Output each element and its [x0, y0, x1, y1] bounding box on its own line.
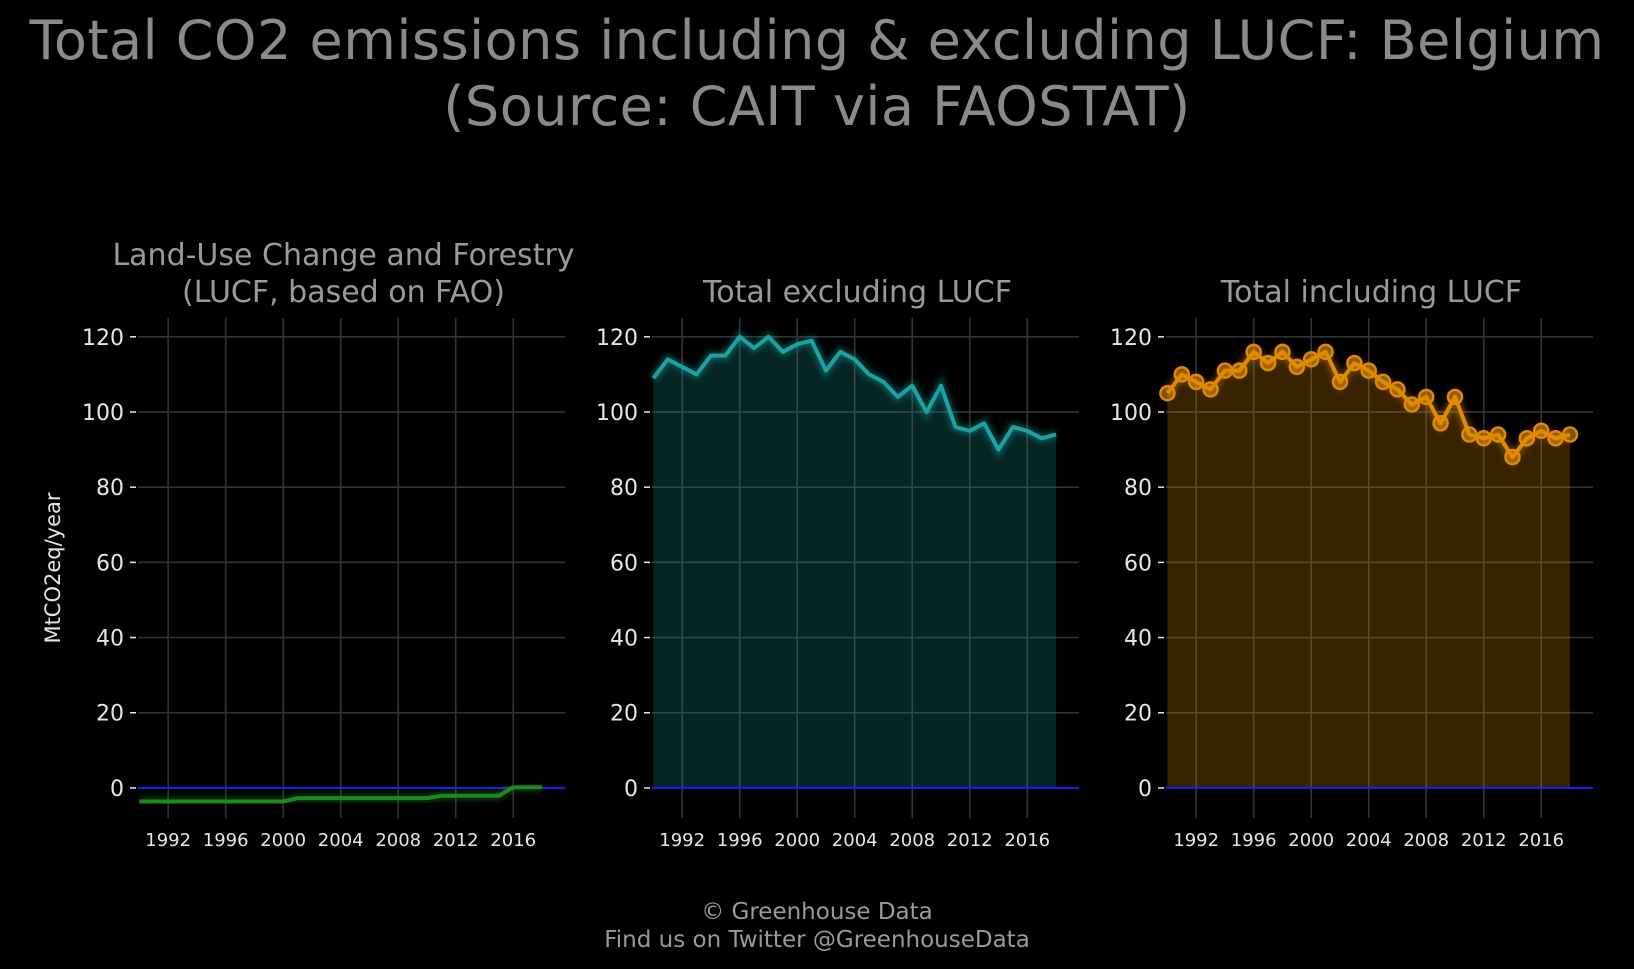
data-point — [1159, 384, 1176, 402]
data-point — [1187, 373, 1205, 391]
panel-title-line2: Total excluding LUCF — [702, 275, 1012, 310]
y-tick-label: 20 — [610, 702, 638, 727]
page-title: Total CO2 emissions including & excludin… — [0, 8, 1634, 140]
x-tick-label: 1992 — [145, 830, 191, 851]
x-tick-label: 2016 — [490, 830, 536, 851]
x-tick-label: 2004 — [318, 830, 364, 851]
chart-panel-2: Total excluding LUCF 0 20 40 60 80 100 120 1992 1… — [596, 275, 1079, 851]
y-axis-label: MtCO2eq/year — [41, 492, 65, 643]
data-point — [1504, 448, 1521, 466]
series-area — [1167, 351, 1570, 788]
y-tick-label: 120 — [596, 326, 638, 351]
data-point — [1331, 373, 1349, 391]
x-tick-label: 2016 — [1518, 830, 1564, 851]
x-tick-label: 2004 — [832, 830, 878, 851]
data-point — [1403, 396, 1421, 413]
page-title-line1: Total CO2 emissions including & excludin… — [29, 9, 1605, 72]
data-point — [1532, 422, 1550, 440]
data-point — [1489, 426, 1507, 443]
x-tick-label: 2008 — [889, 830, 935, 851]
y-tick-label: 20 — [1124, 702, 1152, 727]
y-tick-label: 0 — [624, 777, 638, 802]
y-tick-label: 100 — [82, 401, 124, 426]
x-tick-label: 2012 — [433, 830, 479, 851]
data-point — [1302, 351, 1320, 368]
y-tick-label: 100 — [1110, 401, 1152, 426]
x-tick-label: 1996 — [1231, 830, 1277, 851]
data-point — [1346, 354, 1363, 372]
y-tick-label: 60 — [610, 551, 638, 576]
data-point — [1475, 430, 1492, 447]
data-point — [1231, 362, 1248, 379]
x-tick-label: 2012 — [947, 830, 993, 851]
y-tick-label: 0 — [1138, 777, 1152, 802]
x-tick-label: 1996 — [717, 830, 763, 851]
data-point — [1374, 373, 1392, 391]
data-point — [1274, 343, 1291, 361]
data-point — [1446, 388, 1464, 406]
y-tick-label: 80 — [610, 476, 638, 501]
y-tick-label: 0 — [110, 777, 124, 802]
panel-title-line2: Total including LUCF — [1220, 275, 1522, 310]
y-tick-label: 80 — [1124, 476, 1152, 501]
y-tick-label: 80 — [96, 476, 124, 501]
data-point — [1461, 426, 1478, 443]
x-tick-label: 2000 — [1288, 830, 1334, 851]
data-point — [1288, 358, 1306, 376]
data-point — [1360, 362, 1377, 379]
series-line — [651, 334, 1057, 452]
footer: © Greenhouse Data Find us on Twitter @Gr… — [0, 898, 1634, 954]
y-tick-label: 100 — [596, 401, 638, 426]
chart-panel-1: Land-Use Change and Forestry(LUCF, based… — [41, 238, 575, 851]
series-area — [653, 336, 1056, 788]
series-line — [139, 785, 542, 804]
y-tick-label: 40 — [1124, 627, 1152, 652]
y-tick-label: 60 — [1124, 551, 1152, 576]
panel-title-line1: Land-Use Change and Forestry — [112, 238, 574, 273]
footer-twitter: Find us on Twitter @GreenhouseData — [604, 927, 1030, 953]
data-point — [1173, 366, 1191, 383]
footer-copyright: © Greenhouse Data — [701, 899, 933, 925]
x-tick-label: 2008 — [375, 830, 421, 851]
x-tick-label: 2004 — [1346, 830, 1392, 851]
chart-panel-3: Total including LUCF 0 20 40 60 80 100 120 1992 1… — [1110, 275, 1593, 851]
x-tick-label: 2012 — [1461, 830, 1507, 851]
data-point — [1432, 415, 1449, 432]
data-point — [1245, 343, 1262, 361]
x-tick-label: 2000 — [260, 830, 306, 851]
data-point — [1417, 388, 1435, 406]
y-tick-label: 120 — [82, 326, 124, 351]
x-tick-label: 1992 — [1173, 830, 1219, 851]
y-tick-label: 120 — [1110, 326, 1152, 351]
y-tick-label: 40 — [96, 627, 124, 652]
data-point — [1202, 381, 1219, 398]
x-tick-label: 2008 — [1403, 830, 1449, 851]
data-point — [1216, 362, 1234, 379]
x-tick-label: 2016 — [1004, 830, 1050, 851]
data-point — [1547, 430, 1564, 447]
y-tick-label: 60 — [96, 551, 124, 576]
x-tick-label: 1992 — [659, 830, 705, 851]
data-point — [1389, 381, 1406, 398]
data-point — [1317, 343, 1334, 361]
data-point — [1561, 426, 1579, 443]
x-tick-label: 2000 — [774, 830, 820, 851]
panel-title-line2: (LUCF, based on FAO) — [182, 275, 505, 310]
x-tick-label: 1996 — [203, 830, 249, 851]
page-title-line2: (Source: CAIT via FAOSTAT) — [443, 75, 1191, 138]
y-tick-label: 20 — [96, 702, 124, 727]
data-point — [1259, 354, 1277, 372]
data-point — [1518, 430, 1536, 447]
y-tick-label: 40 — [610, 627, 638, 652]
